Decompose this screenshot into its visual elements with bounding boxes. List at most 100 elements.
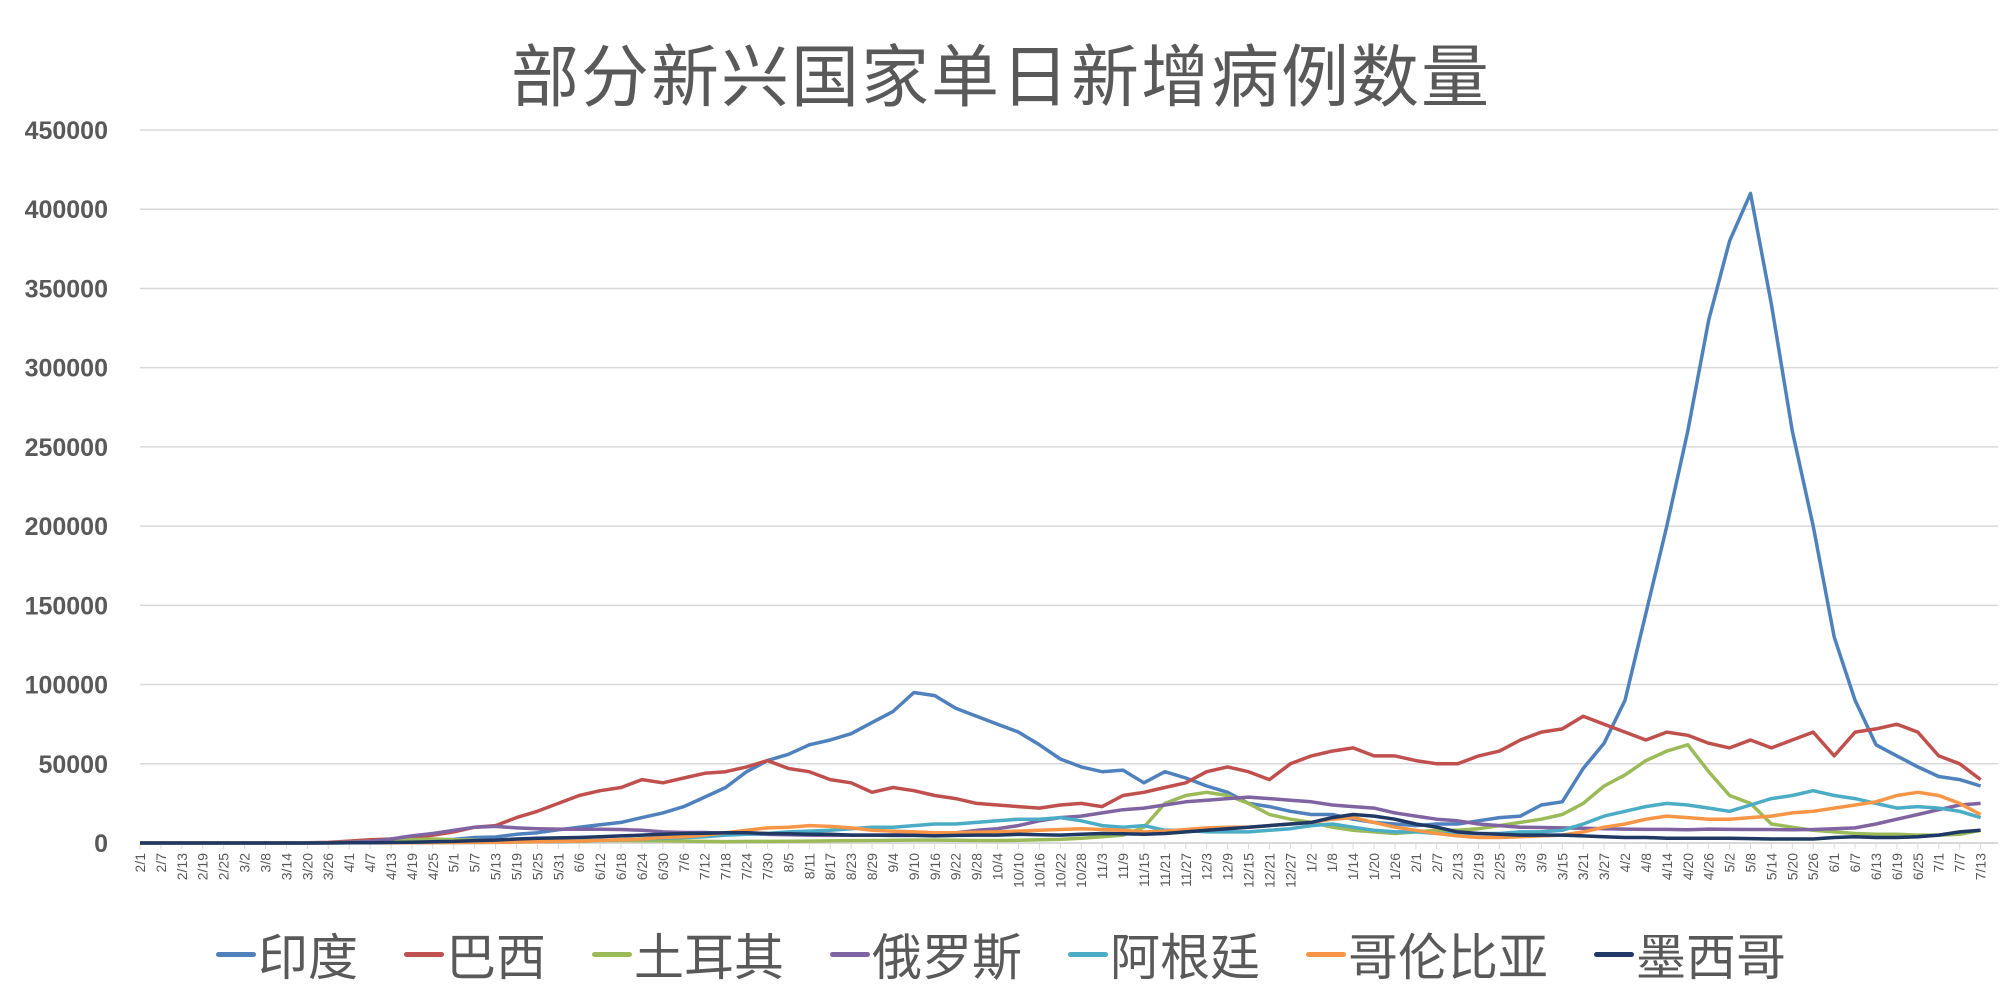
- x-tick-label: 7/18: [718, 853, 734, 880]
- x-tick-label: 5/20: [1784, 853, 1800, 880]
- legend: 印度 巴西 土耳其 俄罗斯 阿根廷 哥伦比亚 墨西哥: [0, 918, 2002, 990]
- x-tick-label: 4/1: [341, 853, 357, 873]
- x-tick-label: 3/8: [257, 853, 273, 873]
- x-tick-label: 9/16: [927, 853, 943, 880]
- x-tick-label: 6/1: [1826, 853, 1842, 873]
- x-tick-label: 10/22: [1052, 853, 1068, 888]
- x-tick-label: 12/21: [1261, 853, 1277, 888]
- x-tick-label: 1/2: [1303, 853, 1319, 873]
- x-tick-label: 8/5: [780, 853, 796, 873]
- x-tick-label: 6/25: [1910, 853, 1926, 880]
- series-lines: [140, 191, 1982, 845]
- x-tick-label: 5/8: [1742, 853, 1758, 873]
- x-tick-label: 9/22: [948, 853, 964, 880]
- legend-label: 印度: [258, 929, 358, 987]
- x-tick-label: 10/10: [1010, 853, 1026, 888]
- x-tick-label: 11/21: [1157, 853, 1173, 887]
- legend-item: 阿根廷: [1068, 918, 1260, 990]
- legend-swatch-icon: [404, 951, 444, 957]
- x-tick-label: 11/15: [1136, 853, 1152, 887]
- x-tick-label: 1/14: [1345, 853, 1361, 880]
- x-tick-label: 5/14: [1763, 853, 1779, 880]
- x-tick-label: 4/8: [1638, 853, 1654, 873]
- x-tick-label: 12/27: [1282, 853, 1298, 888]
- x-tick-label: 2/19: [1471, 853, 1487, 880]
- x-tick-label: 10/4: [990, 853, 1006, 880]
- legend-item: 俄罗斯: [830, 918, 1022, 990]
- x-tick-label: 9/4: [885, 853, 901, 873]
- x-tick-label: 5/26: [1805, 853, 1821, 880]
- legend-label: 土耳其: [634, 929, 784, 987]
- x-tick-label: 3/21: [1575, 853, 1591, 880]
- legend-label: 哥伦比亚: [1348, 929, 1548, 987]
- x-tick-label: 2/1: [1408, 853, 1424, 873]
- x-tick-label: 3/20: [299, 853, 315, 880]
- legend-label: 墨西哥: [1636, 929, 1786, 987]
- x-tick-label: 5/19: [508, 853, 524, 880]
- x-tick-label: 3/14: [278, 853, 294, 880]
- x-tick-label: 5/7: [467, 853, 483, 873]
- legend-swatch-icon: [592, 951, 632, 957]
- x-tick-label: 6/6: [571, 853, 587, 873]
- x-tick-label: 11/3: [1094, 853, 1110, 879]
- x-tick-label: 6/24: [634, 853, 650, 880]
- legend-item: 土耳其: [592, 918, 784, 990]
- x-tick-label: 8/23: [843, 853, 859, 880]
- x-tick-label: 10/28: [1073, 853, 1089, 888]
- series-line: [140, 191, 1982, 845]
- x-tick-label: 6/7: [1847, 853, 1863, 873]
- x-tick-label: 2/25: [216, 853, 232, 880]
- x-tick-label: 3/15: [1554, 853, 1570, 880]
- x-tick-label: 2/13: [1450, 853, 1466, 880]
- legend-swatch-icon: [1306, 951, 1346, 957]
- x-tick-label: 5/13: [488, 853, 504, 880]
- x-tick-label: 8/29: [864, 853, 880, 880]
- legend-swatch-icon: [830, 951, 870, 957]
- x-tick-label: 3/9: [1533, 853, 1549, 873]
- x-tick-label: 1/8: [1324, 853, 1340, 873]
- legend-swatch-icon: [1068, 951, 1108, 957]
- x-tick-label: 3/3: [1512, 853, 1528, 873]
- x-tick-label: 4/2: [1617, 853, 1633, 873]
- y-tick-label: 150000: [25, 592, 108, 620]
- legend-item: 印度: [216, 918, 358, 990]
- x-tick-label: 4/20: [1680, 853, 1696, 880]
- x-tick-label: 3/27: [1596, 853, 1612, 880]
- x-tick-label: 12/9: [1220, 853, 1236, 880]
- x-tick-label: 2/13: [174, 853, 190, 880]
- x-tick-label: 4/7: [362, 853, 378, 873]
- x-tick-label: 4/25: [425, 853, 441, 880]
- legend-swatch-icon: [216, 951, 256, 957]
- y-tick-label: 0: [94, 830, 108, 858]
- x-tick-label: 7/12: [697, 853, 713, 880]
- x-axis-ticks: 2/1 2/7 2/13 2/19 2/25 3/2 3/8 3/14 3/20 3/26 4/1 4…: [132, 843, 1989, 888]
- x-tick-label: 12/3: [1199, 853, 1215, 880]
- x-tick-label: 7/7: [1952, 853, 1968, 873]
- legend-item: 墨西哥: [1594, 918, 1786, 990]
- y-axis-ticks: 0 50000 100000 150000 200000 250000 300000 3500…: [25, 117, 108, 858]
- x-tick-label: 9/28: [969, 853, 985, 880]
- series-line: [140, 743, 1981, 845]
- y-tick-label: 100000: [25, 672, 108, 700]
- x-tick-label: 6/18: [613, 853, 629, 880]
- x-tick-label: 7/6: [676, 853, 692, 873]
- x-tick-label: 5/2: [1722, 853, 1738, 873]
- x-tick-label: 4/19: [404, 853, 420, 880]
- x-tick-label: 6/13: [1868, 853, 1884, 880]
- x-tick-label: 5/31: [550, 853, 566, 880]
- x-tick-label: 4/14: [1659, 853, 1675, 880]
- x-tick-label: 4/13: [383, 853, 399, 880]
- x-tick-label: 8/17: [822, 853, 838, 880]
- x-tick-label: 11/27: [1178, 853, 1194, 887]
- x-tick-label: 3/26: [320, 853, 336, 880]
- x-tick-label: 11/9: [1115, 853, 1131, 879]
- x-tick-label: 6/12: [592, 853, 608, 880]
- x-tick-label: 9/10: [906, 853, 922, 880]
- x-tick-label: 3/2: [237, 853, 253, 873]
- legend-swatch-icon: [1594, 951, 1634, 957]
- series-line: [140, 714, 1982, 845]
- x-tick-label: 12/15: [1241, 853, 1257, 888]
- x-tick-label: 7/1: [1931, 853, 1947, 873]
- y-tick-label: 300000: [25, 355, 108, 383]
